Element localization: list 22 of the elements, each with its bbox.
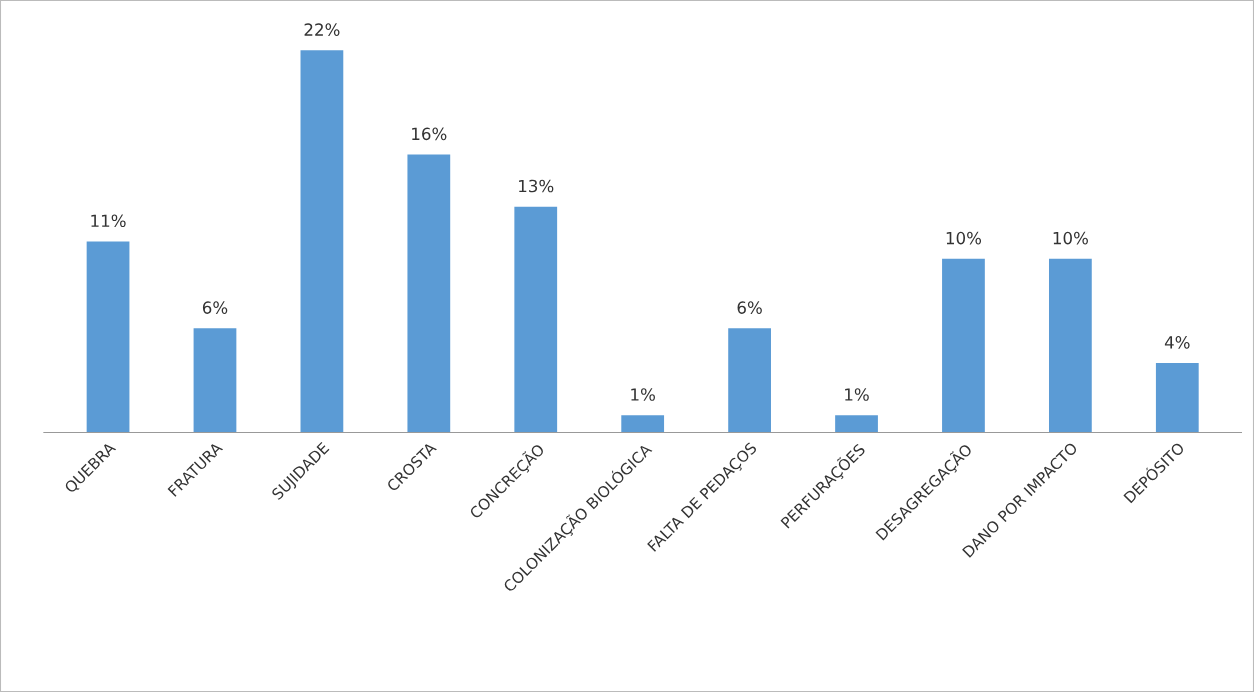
data-label: 16% xyxy=(412,127,447,141)
bar xyxy=(835,415,878,433)
bar xyxy=(514,206,558,433)
data-label: 13% xyxy=(519,179,554,193)
bar xyxy=(1048,258,1092,433)
data-label: 11% xyxy=(91,214,126,228)
data-label: 1% xyxy=(631,388,655,401)
bar xyxy=(407,154,451,433)
data-label: 6% xyxy=(737,301,762,314)
bar xyxy=(942,258,985,433)
data-label: 10% xyxy=(1053,231,1088,245)
data-label: 22% xyxy=(304,23,340,36)
data-label: 6% xyxy=(202,301,228,314)
bar xyxy=(728,328,771,433)
bar xyxy=(193,328,237,433)
data-label: 10% xyxy=(946,231,982,245)
bar xyxy=(300,50,344,433)
bar xyxy=(621,415,665,433)
bar xyxy=(1155,363,1199,433)
data-label: 4% xyxy=(1164,336,1190,349)
bar xyxy=(86,241,130,433)
data-label: 1% xyxy=(845,388,869,401)
